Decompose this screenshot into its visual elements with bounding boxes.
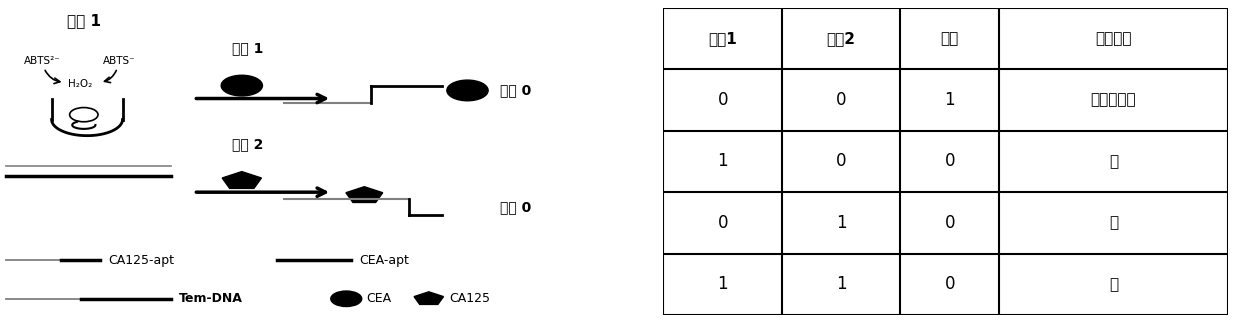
Text: 无: 无	[1109, 154, 1118, 169]
Text: 0: 0	[945, 275, 955, 293]
Text: 0: 0	[836, 91, 847, 109]
Text: 输八 2: 输八 2	[232, 137, 264, 151]
Circle shape	[446, 80, 489, 101]
Text: CEA: CEA	[366, 292, 392, 305]
Text: 1: 1	[836, 214, 847, 232]
Text: 1: 1	[717, 275, 728, 293]
Text: 无: 无	[1109, 215, 1118, 230]
Text: H₂O₂: H₂O₂	[68, 79, 93, 89]
Text: 输八2: 输八2	[827, 31, 856, 46]
Text: 0: 0	[718, 214, 728, 232]
Text: 1: 1	[836, 275, 847, 293]
Text: 1: 1	[717, 152, 728, 171]
Text: CA125: CA125	[449, 292, 491, 305]
Text: ABTS²⁻: ABTS²⁻	[24, 57, 61, 66]
Polygon shape	[222, 172, 262, 188]
Text: CEA-apt: CEA-apt	[360, 254, 409, 266]
Text: 输出: 输出	[941, 31, 959, 46]
Text: 输出 0: 输出 0	[500, 83, 531, 98]
Text: 无: 无	[1109, 277, 1118, 292]
Text: 0: 0	[718, 91, 728, 109]
Text: 输八 1: 输八 1	[232, 41, 264, 56]
Text: 诊断结果: 诊断结果	[1095, 31, 1132, 46]
Text: 输出 0: 输出 0	[500, 200, 531, 214]
Text: 0: 0	[945, 214, 955, 232]
Polygon shape	[414, 292, 444, 304]
Circle shape	[69, 108, 98, 122]
Text: Tem-DNA: Tem-DNA	[180, 292, 243, 305]
Text: 0: 0	[945, 152, 955, 171]
Circle shape	[331, 291, 362, 307]
Text: 输八1: 输八1	[708, 31, 737, 46]
Text: 0: 0	[836, 152, 847, 171]
Circle shape	[221, 75, 263, 96]
Text: 1: 1	[945, 91, 955, 109]
Polygon shape	[346, 187, 383, 203]
Text: 输八 1: 输八 1	[67, 14, 100, 28]
Text: 排除卵巢癌: 排除卵巢癌	[1090, 93, 1136, 108]
Text: CA125-apt: CA125-apt	[108, 254, 175, 266]
Text: ABTS⁻: ABTS⁻	[103, 57, 135, 66]
